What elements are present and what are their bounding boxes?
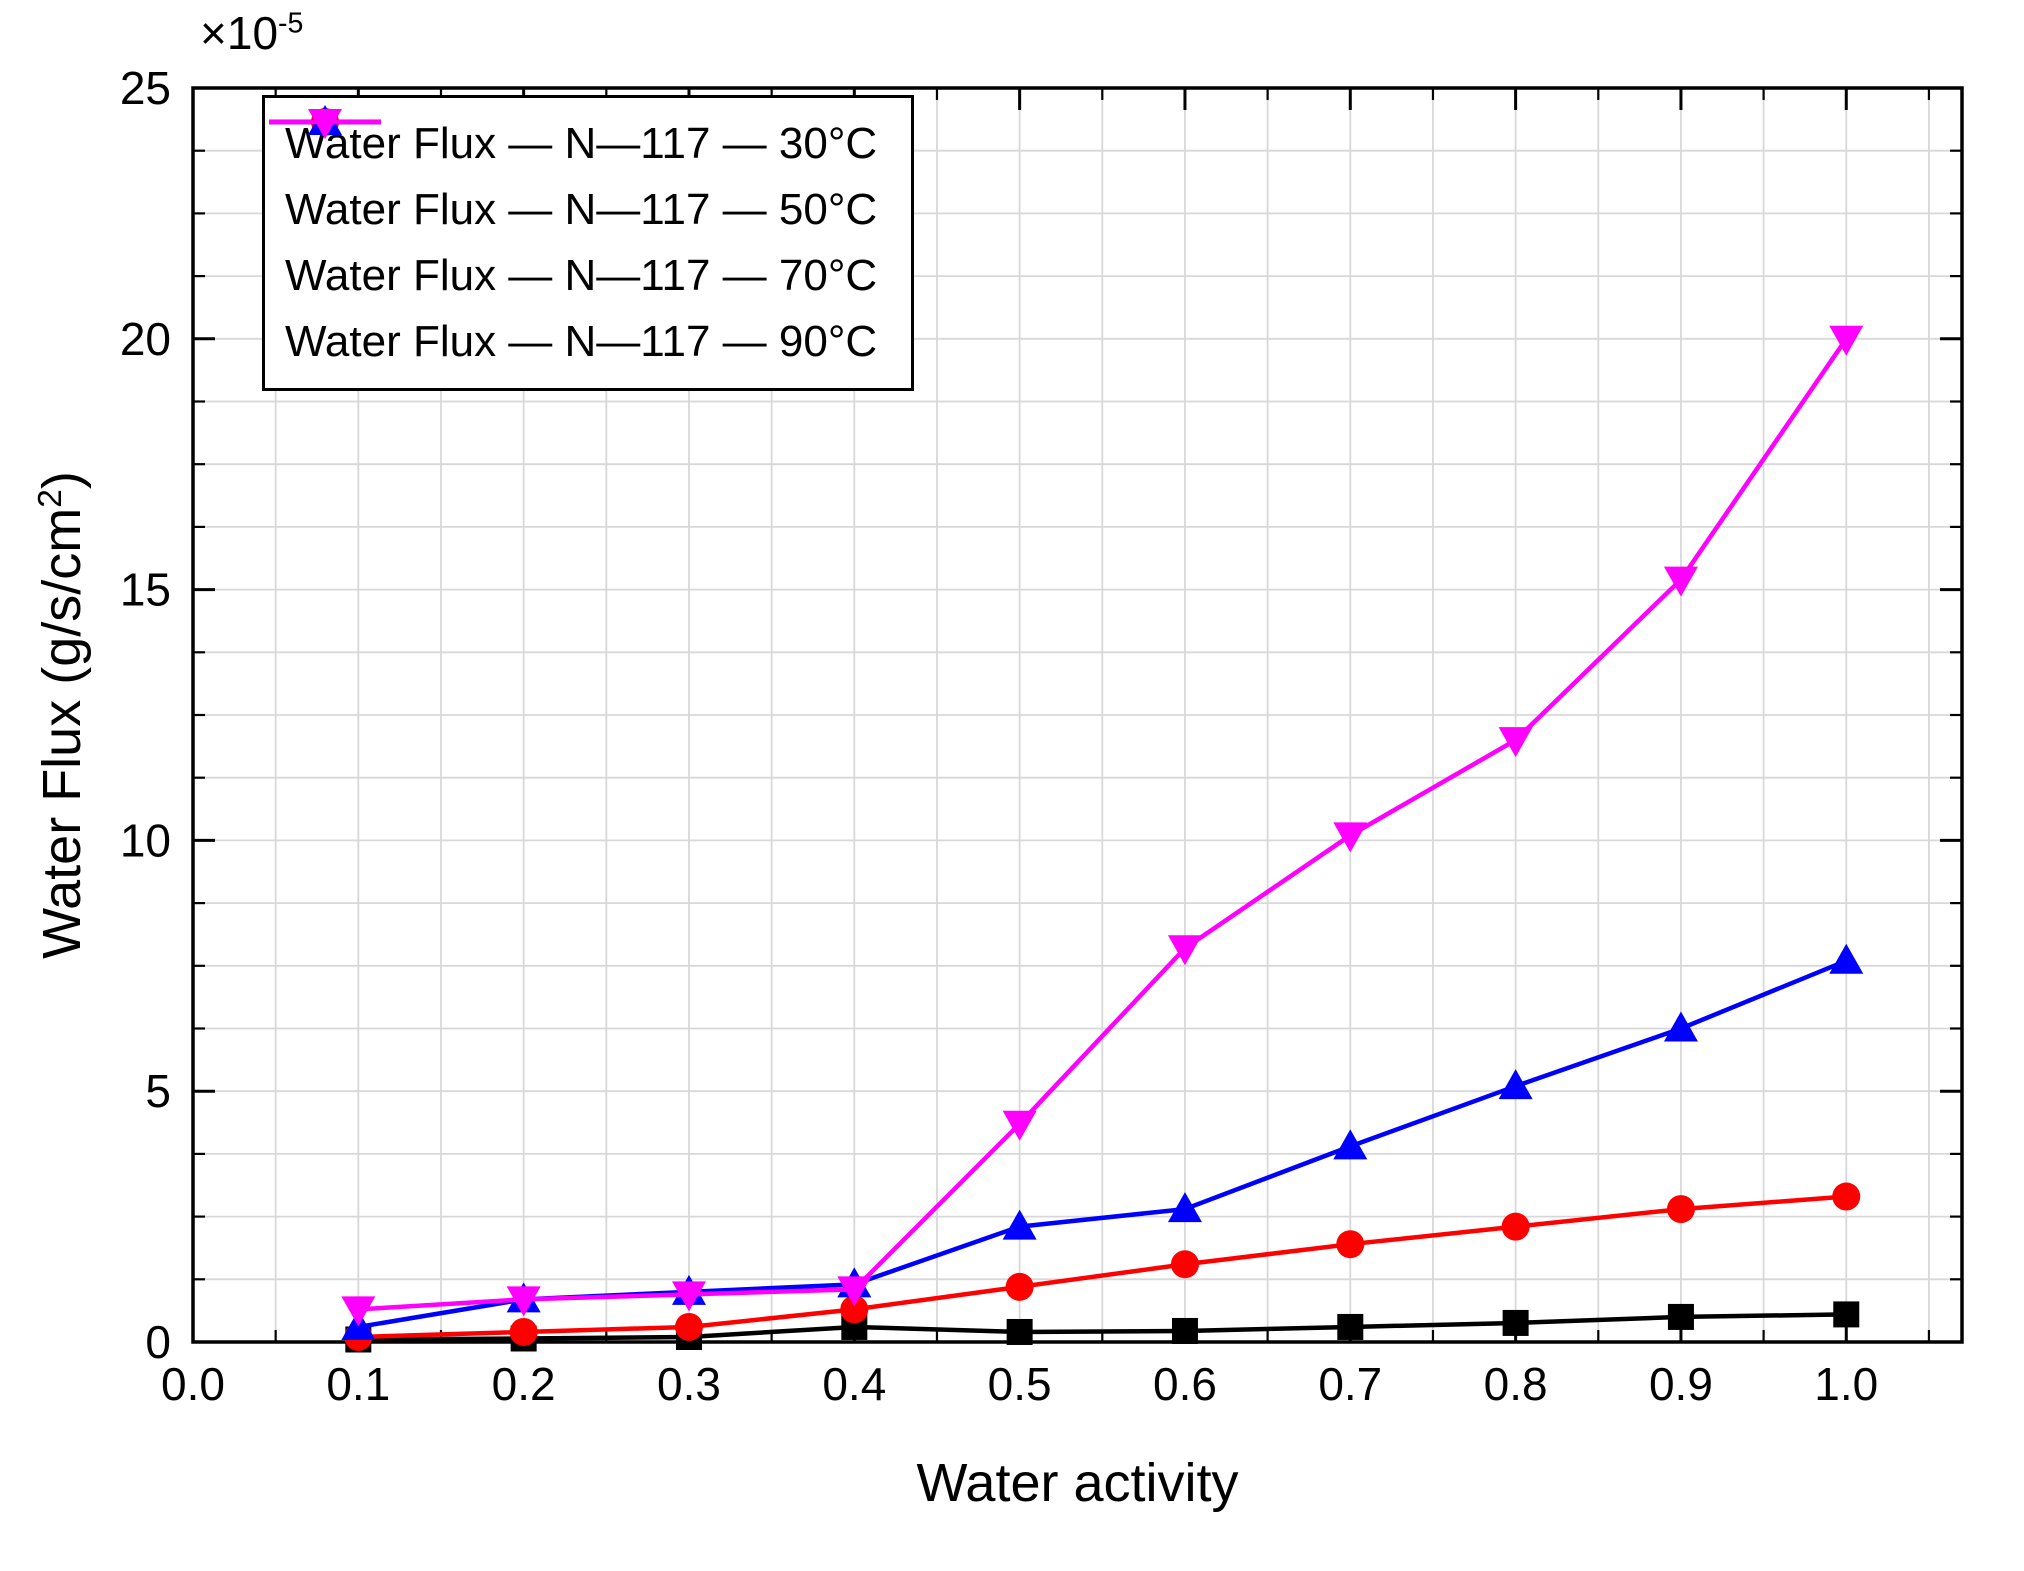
x-tick-label: 1.0	[1814, 1358, 1878, 1410]
x-tick-label: 0.3	[657, 1358, 721, 1410]
y-tick-label: 20	[120, 313, 171, 365]
legend-label: Water Flux — N—117 — 70°C	[285, 251, 878, 300]
legend-entry: Water Flux — N—117 — 70°C	[269, 105, 878, 308]
legend-entry: Water Flux — N—117 — 50°C	[269, 108, 878, 242]
y-axis-multiplier: ×10-5	[200, 6, 303, 60]
y-axis-title-text: Water Flux (g/s/cm	[32, 507, 92, 959]
x-tick-label: 0.5	[988, 1358, 1052, 1410]
y-tick-label: 5	[145, 1065, 171, 1117]
series-circle	[344, 1182, 1861, 1351]
legend-entry: Water Flux — N—117 — 90°C	[269, 109, 878, 374]
y-tick-label: 0	[145, 1316, 171, 1368]
y-axis-title-suffix: )	[32, 471, 92, 490]
legend-marker-triangle-down	[269, 109, 381, 139]
y-axis-multiplier-base: ×10	[200, 7, 279, 59]
x-tick-label: 0.0	[161, 1358, 225, 1410]
x-tick-label: 0.1	[326, 1358, 390, 1410]
legend-label: Water Flux — N—117 — 50°C	[285, 185, 878, 234]
series-triangle-down	[341, 325, 1864, 1327]
y-axis-title: Water Flux (g/s/cm2)	[31, 471, 93, 959]
x-axis-title: Water activity	[916, 1453, 1239, 1513]
legend-label: Water Flux — N—117 — 30°C	[285, 119, 878, 168]
x-tick-label: 0.8	[1484, 1358, 1548, 1410]
y-tick-label: 10	[120, 814, 171, 866]
x-tick-label: 0.6	[1153, 1358, 1217, 1410]
y-axis-title-superscript: 2	[32, 489, 69, 508]
plot-border	[191, 86, 1964, 1344]
legend: Water Flux — N—117 — 30°C Water Flux — N…	[262, 95, 915, 391]
y-axis-multiplier-exponent: -5	[278, 7, 304, 40]
legend-label: Water Flux — N—117 — 90°C	[285, 317, 878, 366]
tick-labels: 0.0 0.1 0.2 0.3 0.4 0.5 0.6 0.7 0.8 0.9 1.0 0 5 10 15 2…	[120, 62, 1878, 1410]
x-tick-label: 0.7	[1318, 1358, 1382, 1410]
x-tick-label: 0.4	[822, 1358, 886, 1410]
x-tick-label: 0.2	[492, 1358, 556, 1410]
y-tick-label: 25	[120, 62, 171, 114]
y-tick-label: 15	[120, 564, 171, 616]
x-tick-label: 0.9	[1649, 1358, 1713, 1410]
